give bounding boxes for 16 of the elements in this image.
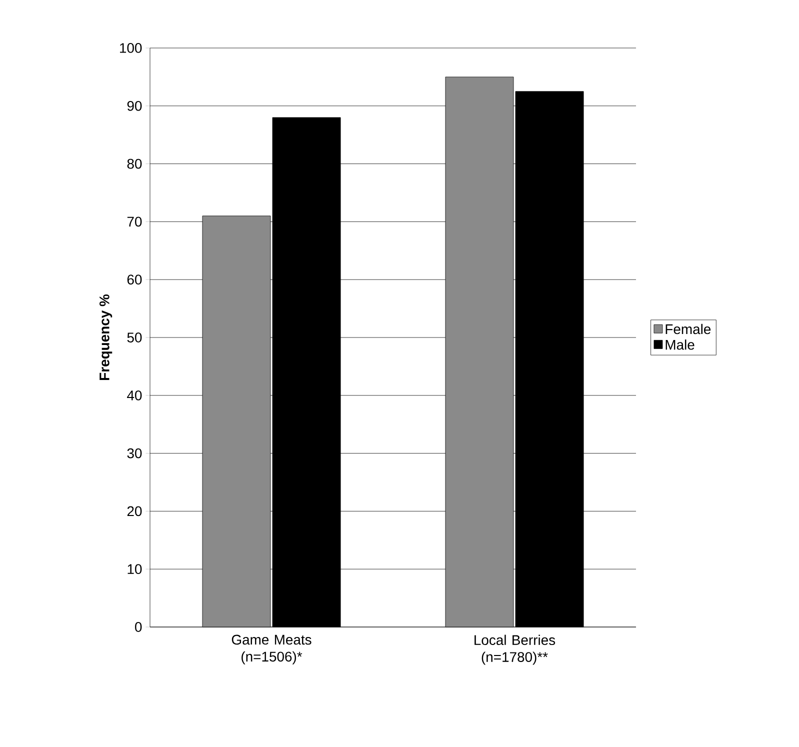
y-tick-label: 0 — [135, 622, 142, 632]
y-tick-label: 80 — [127, 158, 142, 169]
y-tick-label: 10 — [128, 564, 142, 574]
legend-label: Male — [666, 339, 694, 350]
legend-label: Female — [666, 324, 711, 334]
x-tick-label: Local Berries (n=1780)** — [474, 634, 556, 665]
y-tick-label: 30 — [127, 448, 142, 458]
x-tick-label: Game Meats (n=1506)* — [232, 634, 312, 664]
y-tick-label: 70 — [127, 216, 142, 227]
y-tick-label: 60 — [127, 274, 142, 285]
y-tick-label: 90 — [127, 100, 142, 111]
y-tick-label: 40 — [127, 390, 142, 400]
y-tick-label: 50 — [127, 332, 142, 342]
y-tick-label: 100 — [120, 43, 142, 53]
y-tick-label: 20 — [127, 506, 142, 516]
y-axis-title: Frequency % — [100, 294, 112, 380]
